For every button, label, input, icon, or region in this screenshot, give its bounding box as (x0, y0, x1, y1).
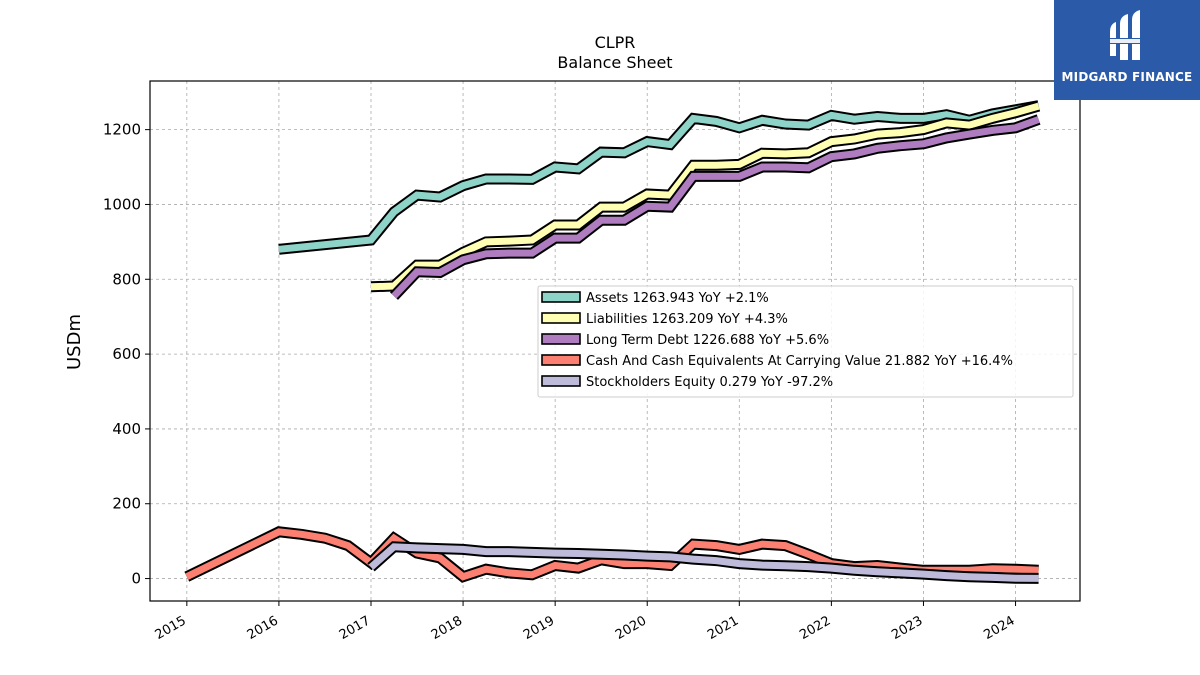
legend-swatch (541, 333, 581, 345)
legend: Assets 1263.943 YoY +2.1% Liabilities 126… (537, 285, 1074, 398)
chart-title: CLPR (595, 33, 636, 52)
y-tick-label: 1200 (103, 121, 141, 139)
series-stroke (391, 116, 1040, 299)
x-tick-label: 2015 (153, 613, 189, 643)
y-tick-label: 200 (112, 495, 141, 513)
x-tick-label: 2023 (889, 613, 925, 643)
legend-label: Long Term Debt 1226.688 YoY +5.6% (586, 333, 829, 348)
x-tick-label: 2021 (705, 613, 741, 643)
x-tick-label: 2018 (429, 613, 465, 643)
series-line (367, 541, 1039, 584)
brand-name: MIDGARD FINANCE (1061, 70, 1193, 84)
legend-label: Cash And Cash Equivalents At Carrying Va… (586, 354, 1013, 369)
series-stroke (370, 102, 1040, 291)
legend-label: Assets 1263.943 YoY +2.1% (586, 291, 769, 306)
legend-box (537, 285, 1074, 398)
y-tick-label: 400 (112, 420, 141, 438)
series-line (390, 114, 1041, 300)
legend-swatch (541, 312, 581, 324)
y-tick-label: 600 (112, 345, 141, 363)
legend-swatch (541, 354, 581, 366)
x-tick-label: 2024 (981, 613, 1017, 643)
x-tick-label: 2016 (245, 613, 281, 643)
series-stroke (278, 102, 1040, 253)
brand-logo: MIDGARD FINANCE (1054, 0, 1200, 100)
x-tick-label: 2020 (613, 613, 649, 643)
y-tick-label: 0 (131, 570, 141, 588)
midgard-logo-icon (1110, 10, 1140, 60)
legend-label: Stockholders Equity 0.279 YoY -97.2% (586, 375, 833, 390)
legend-label: Liabilities 1263.209 YoY +4.3% (586, 312, 788, 327)
x-axis-ticks: 2015 2016 2017 2018 2019 2020 2021 2022 2023 2024 (153, 601, 1018, 643)
x-tick-label: 2017 (337, 613, 373, 643)
y-axis-ticks: 0 200 400 600 800 1000 1200 (103, 121, 150, 588)
y-axis-label: USDm (64, 314, 85, 370)
legend-swatch (541, 291, 581, 303)
series-lines (184, 100, 1041, 584)
legend-swatch (541, 375, 581, 387)
x-tick-label: 2019 (521, 613, 557, 643)
series-line (370, 100, 1041, 293)
series-stroke (368, 543, 1039, 582)
chart-subtitle: Balance Sheet (557, 53, 672, 72)
plot-frame (149, 80, 1081, 602)
series-line (278, 100, 1040, 255)
y-tick-label: 800 (112, 270, 141, 288)
x-tick-label: 2022 (797, 613, 833, 643)
series-outline (390, 114, 1041, 300)
y-tick-label: 1000 (103, 195, 141, 213)
